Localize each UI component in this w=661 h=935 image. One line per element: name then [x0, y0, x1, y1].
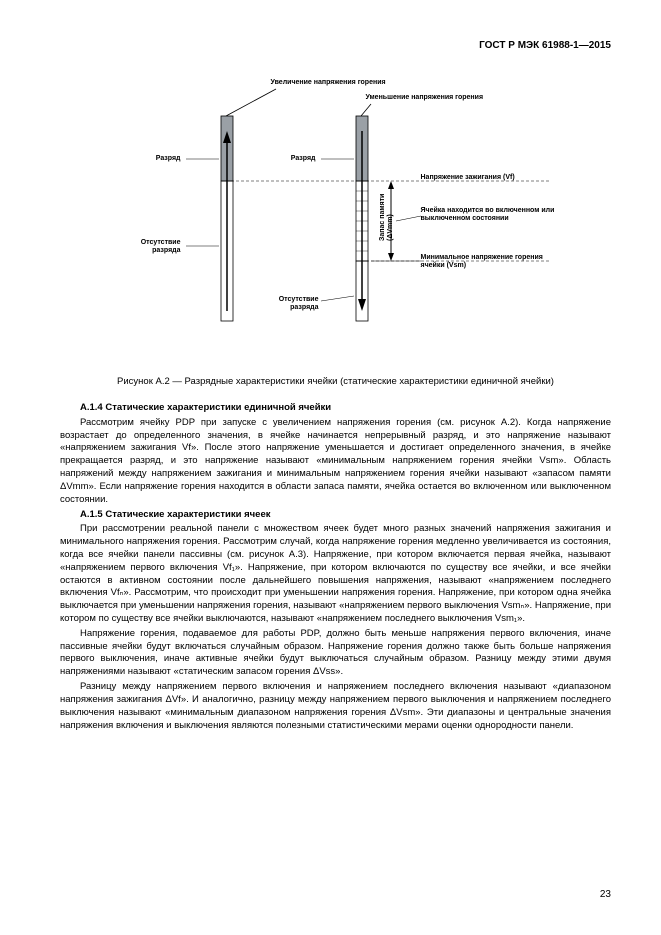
label-increase: Увеличение напряжения горения [271, 79, 386, 87]
body-text: А.1.4 Статические характеристики единичн… [60, 402, 611, 732]
label-decrease: Уменьшение напряжения горения [366, 94, 484, 102]
label-cell-state: Ячейка находится во включенном или выклю… [421, 207, 561, 222]
page: ГОСТ Р МЭК 61988-1—2015 [0, 0, 661, 935]
label-no-discharge-left: Отсутствие разряда [131, 239, 181, 254]
label-discharge-right: Разряд [286, 155, 316, 163]
label-memory: Запас памяти (ΔVmm) [379, 171, 394, 241]
label-discharge-left: Разряд [151, 155, 181, 163]
page-number: 23 [600, 889, 611, 900]
para-a15-3: Разницу между напряжением первого включе… [60, 681, 611, 732]
label-vf: Напряжение зажигания (Vf) [421, 174, 515, 182]
para-a14: Рассмотрим ячейку PDP при запуске с увел… [60, 417, 611, 507]
para-a15-2: Напряжение горения, подаваемое для работ… [60, 628, 611, 679]
heading-a14: А.1.4 Статические характеристики единичн… [60, 402, 611, 415]
figure-caption: Рисунок А.2 — Разрядные характеристики я… [60, 376, 611, 387]
figure-a2: Увеличение напряжения горения Уменьшение… [91, 71, 581, 361]
para-a15-1: При рассмотрении реальной панели с множе… [60, 523, 611, 626]
document-header: ГОСТ Р МЭК 61988-1—2015 [60, 40, 611, 51]
heading-a15: А.1.5 Статические характеристики ячеек [60, 509, 611, 522]
label-vsm: Минимальное напряжение горения ячейки (V… [421, 254, 561, 269]
label-no-discharge-bottom: Отсутствие разряда [269, 296, 319, 311]
